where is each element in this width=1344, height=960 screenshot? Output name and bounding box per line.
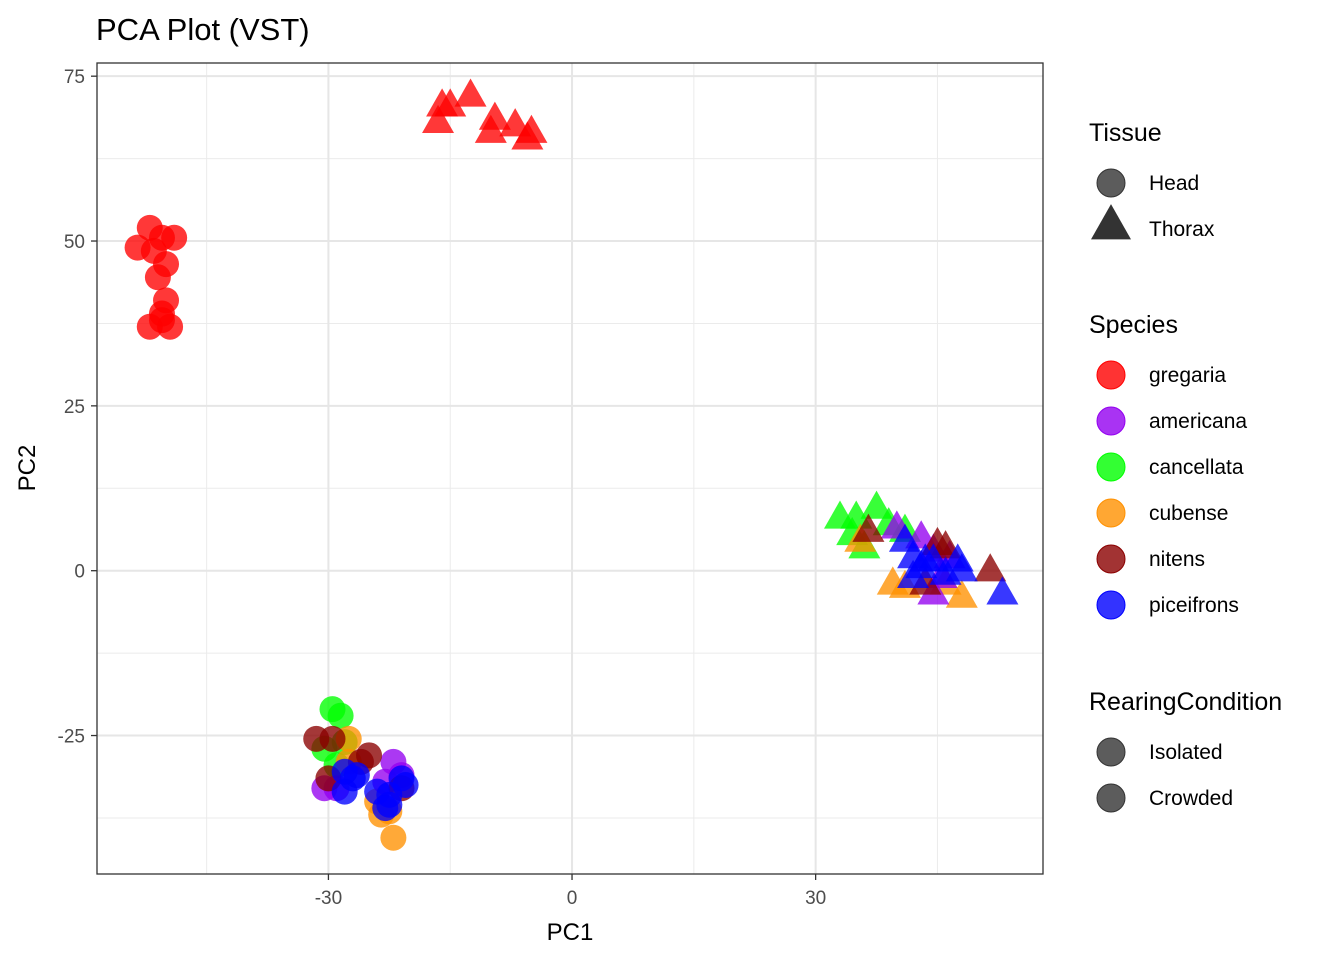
x-axis: -30 0 30: [315, 874, 826, 909]
data-point-circle-gregaria: [157, 313, 184, 340]
legend-key-circle-icon: [1096, 590, 1126, 620]
data-point-triangle-gregaria: [511, 121, 544, 150]
legend-key-triangle-icon: [1091, 204, 1131, 240]
legend-label: americana: [1149, 410, 1247, 433]
plot-border: [96, 62, 1044, 875]
data-point-triangle-nitens: [974, 553, 1007, 582]
x-tick-label: 30: [805, 888, 826, 909]
data-point-triangle-cubense: [945, 579, 978, 608]
grid-lines: [97, 63, 1043, 874]
y-tick-label: 75: [64, 67, 85, 88]
data-point-circle-gregaria: [161, 224, 188, 251]
x-axis-title: PC1: [547, 919, 594, 946]
data-point-triangle-piceifrons: [945, 553, 978, 582]
legend-key-circle-icon: [1096, 737, 1126, 767]
legend-label: Head: [1149, 172, 1199, 195]
legend-key-circle-icon: [1096, 783, 1126, 813]
y-tick-label: -25: [58, 727, 85, 748]
legend-label: piceifrons: [1149, 594, 1239, 617]
y-tick-label: 0: [74, 562, 85, 583]
data-point-circle-piceifrons: [392, 771, 419, 798]
data-point-circle-nitens: [319, 725, 346, 752]
data-point-triangle-nitens: [852, 513, 885, 542]
data-point-circle-cubense: [380, 824, 407, 851]
legend-key-circle-icon: [1096, 544, 1126, 574]
legend-key-circle-icon: [1096, 452, 1126, 482]
data-point-circle-piceifrons: [331, 778, 358, 805]
x-tick-label: 0: [567, 888, 578, 909]
legend-title: Species: [1089, 311, 1178, 339]
legend-label: Crowded: [1149, 787, 1233, 810]
legend-title: RearingCondition: [1089, 688, 1282, 716]
legend-label: Thorax: [1149, 218, 1215, 241]
legend-label: cubense: [1149, 502, 1228, 525]
data-points: [124, 78, 1019, 851]
legend: Tissue Head Thorax Species gregaria americana…: [1089, 119, 1282, 813]
legend-label: Isolated: [1149, 741, 1223, 764]
y-tick-label: 50: [64, 232, 85, 253]
data-point-triangle-cancellata: [860, 490, 893, 519]
legend-label: gregaria: [1149, 364, 1226, 387]
data-point-circle-cancellata: [327, 702, 354, 729]
chart-title: PCA Plot (VST): [96, 12, 310, 47]
y-axis-title: PC2: [14, 445, 41, 492]
data-point-triangle-gregaria: [434, 88, 467, 117]
y-axis: -25 0 25 50 75: [58, 67, 97, 748]
legend-label: nitens: [1149, 548, 1205, 571]
plot-panel: [97, 63, 1043, 874]
legend-key-circle-icon: [1096, 168, 1126, 198]
x-tick-label: -30: [315, 888, 342, 909]
legend-label: cancellata: [1149, 456, 1244, 479]
data-point-triangle-gregaria: [422, 104, 455, 134]
data-point-triangle-gregaria: [454, 78, 487, 107]
data-point-triangle-piceifrons: [897, 559, 930, 588]
legend-key-circle-icon: [1096, 360, 1126, 390]
legend-key-circle-icon: [1096, 406, 1126, 436]
data-point-circle-piceifrons: [372, 795, 399, 822]
legend-key-circle-icon: [1096, 498, 1126, 528]
legend-title: Tissue: [1089, 119, 1162, 147]
data-point-triangle-gregaria: [474, 114, 507, 143]
data-point-circle-gregaria: [144, 264, 171, 291]
y-tick-label: 25: [64, 397, 85, 418]
data-point-triangle-piceifrons: [986, 576, 1019, 605]
